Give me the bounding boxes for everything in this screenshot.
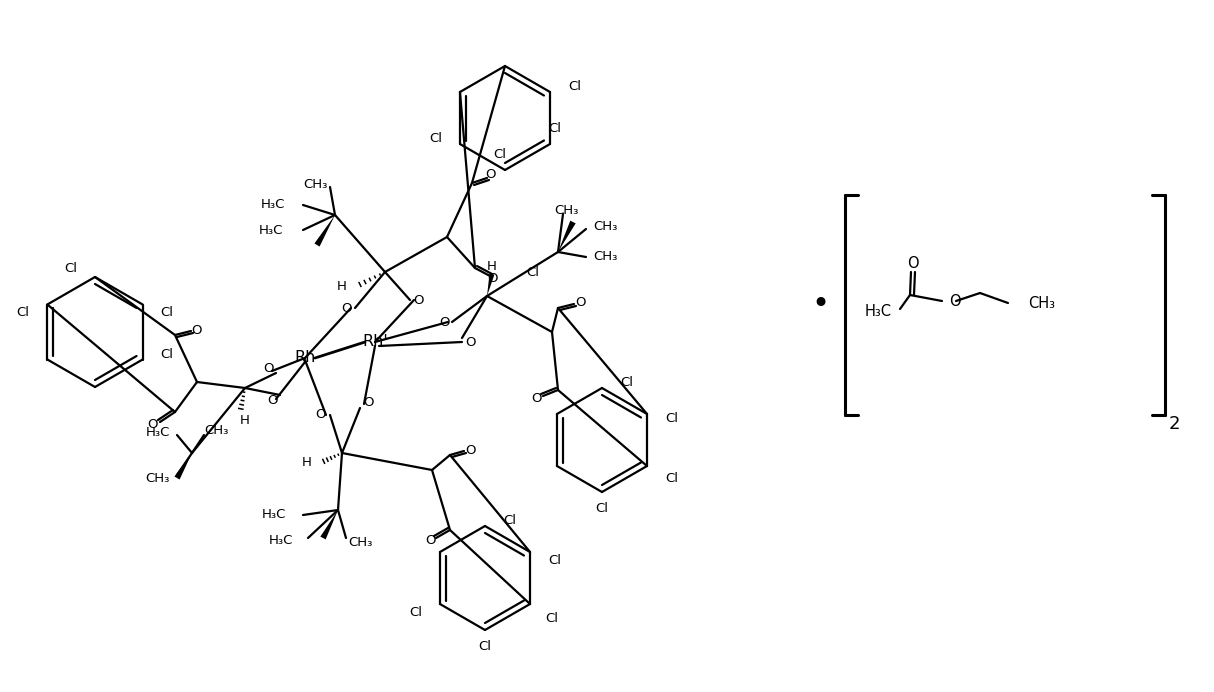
Text: Cl: Cl — [64, 262, 76, 275]
Text: Cl: Cl — [494, 147, 506, 161]
Text: CH₃: CH₃ — [146, 471, 170, 484]
Text: Cl: Cl — [503, 514, 516, 527]
Polygon shape — [175, 453, 192, 480]
Text: O: O — [484, 168, 495, 181]
Text: H: H — [240, 415, 250, 428]
Text: H: H — [487, 260, 497, 273]
Text: O: O — [465, 444, 475, 457]
Text: CH₃: CH₃ — [302, 179, 328, 192]
Text: Rh': Rh' — [362, 334, 388, 349]
Text: Cl: Cl — [429, 132, 442, 145]
Text: O: O — [148, 417, 158, 430]
Text: O: O — [267, 394, 277, 408]
Text: CH₃: CH₃ — [592, 221, 618, 233]
Text: H₃C: H₃C — [261, 199, 285, 212]
Text: CH₃: CH₃ — [204, 424, 228, 437]
Text: O: O — [949, 293, 960, 309]
Text: O: O — [907, 255, 919, 271]
Text: Cl: Cl — [16, 306, 29, 319]
Text: 2: 2 — [1169, 415, 1180, 433]
Text: Cl: Cl — [549, 122, 562, 134]
Text: Cl: Cl — [409, 606, 422, 619]
Text: Cl: Cl — [665, 412, 679, 426]
Text: H: H — [302, 457, 312, 469]
Text: O: O — [262, 361, 273, 374]
Text: H₃C: H₃C — [268, 534, 293, 547]
Text: Cl: Cl — [545, 612, 558, 626]
Text: H₃C: H₃C — [259, 224, 283, 237]
Text: O: O — [465, 336, 475, 349]
Polygon shape — [487, 273, 494, 296]
Polygon shape — [558, 221, 575, 252]
Text: O: O — [488, 271, 498, 284]
Text: Cl: Cl — [478, 639, 492, 653]
Text: Cl: Cl — [548, 554, 561, 567]
Text: Rh: Rh — [294, 351, 316, 365]
Text: O: O — [363, 396, 373, 408]
Text: O: O — [192, 323, 203, 336]
Text: O: O — [531, 392, 541, 405]
Text: O: O — [574, 296, 585, 309]
Text: CH₃: CH₃ — [1028, 295, 1055, 311]
Text: Cl: Cl — [527, 266, 539, 278]
Text: Cl: Cl — [160, 348, 174, 361]
Text: CH₃: CH₃ — [592, 251, 618, 264]
Text: Cl: Cl — [665, 471, 679, 484]
Polygon shape — [314, 215, 335, 246]
Text: O: O — [413, 293, 424, 307]
Text: Cl: Cl — [160, 306, 174, 319]
Text: H₃C: H₃C — [146, 426, 170, 439]
Text: O: O — [425, 534, 436, 547]
Text: O: O — [314, 408, 325, 421]
Text: H₃C: H₃C — [864, 304, 891, 320]
Polygon shape — [320, 510, 337, 540]
Text: O: O — [438, 316, 449, 329]
Text: •: • — [811, 291, 829, 320]
Text: H₃C: H₃C — [262, 509, 287, 522]
Text: CH₃: CH₃ — [348, 536, 373, 549]
Text: Cl: Cl — [568, 80, 582, 93]
Text: Cl: Cl — [596, 502, 608, 514]
Text: O: O — [342, 302, 352, 314]
Text: Cl: Cl — [620, 376, 632, 390]
Text: CH₃: CH₃ — [554, 203, 578, 217]
Text: H: H — [337, 280, 347, 293]
